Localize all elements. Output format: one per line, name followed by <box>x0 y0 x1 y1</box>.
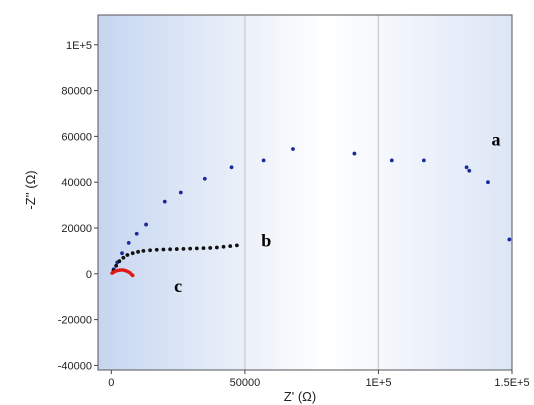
data-point-a <box>421 158 426 163</box>
data-point-b <box>148 248 152 253</box>
x-axis-label: Z' (Ω) <box>284 389 316 404</box>
data-point-b <box>214 245 219 250</box>
data-point-a <box>144 222 148 227</box>
data-point-b <box>168 247 173 252</box>
series-a <box>111 147 512 272</box>
data-point-a <box>229 165 234 170</box>
data-point-a <box>120 251 124 256</box>
y-tick-label: 80000 <box>61 86 92 98</box>
y-tick-label: 60000 <box>61 131 92 143</box>
data-point-b <box>117 259 122 264</box>
data-point-b <box>194 246 199 251</box>
grid-lines <box>244 15 380 370</box>
data-series <box>110 147 512 278</box>
y-tick-label: 0 <box>86 269 92 281</box>
plot-frame <box>97 14 513 371</box>
data-point-a <box>162 199 167 204</box>
data-point-b <box>121 255 126 260</box>
data-point-a <box>507 237 512 242</box>
data-point-a <box>126 240 131 245</box>
x-axis: 0 50000 1E+5 1.5E+5 <box>108 370 530 389</box>
data-point-a <box>389 158 394 163</box>
y-tick-label: 20000 <box>61 223 92 235</box>
data-point-b <box>125 253 130 257</box>
y-tick-label: 40000 <box>61 177 92 189</box>
x-tick-label: 1E+5 <box>365 377 391 389</box>
data-point-b <box>234 243 239 248</box>
data-point-a <box>467 168 472 173</box>
data-point-a <box>134 231 139 236</box>
data-point-a <box>352 151 357 156</box>
data-point-b <box>174 247 179 251</box>
data-point-b <box>161 247 166 252</box>
x-tick-label: 50000 <box>230 377 261 389</box>
series-c <box>110 268 135 278</box>
y-axis: -40000 -20000 0 20000 40000 60000 80000 1E+5 <box>58 40 98 372</box>
y-axis-label: -Z'' (Ω) <box>23 170 38 209</box>
data-point-b <box>181 246 186 251</box>
x-tick-label: 1.5E+5 <box>494 377 529 389</box>
series-labels: a b c <box>174 130 500 297</box>
data-point-b <box>201 246 206 251</box>
data-point-b <box>188 246 193 251</box>
plot-background <box>98 15 512 370</box>
data-point-b <box>221 244 226 249</box>
data-point-b <box>141 249 146 253</box>
series-b <box>111 243 239 273</box>
data-point-b <box>130 251 135 256</box>
data-point-a <box>464 165 469 170</box>
series-label-b: b <box>261 230 271 250</box>
data-point-c <box>130 273 135 278</box>
data-point-a <box>291 147 295 151</box>
data-point-a <box>261 158 266 163</box>
x-tick-label: 0 <box>108 377 114 389</box>
data-point-b <box>114 263 119 268</box>
data-point-a <box>486 180 490 185</box>
data-point-a <box>178 190 183 195</box>
data-point-b <box>154 247 159 252</box>
data-point-b <box>228 244 233 248</box>
y-tick-label: -40000 <box>58 360 92 372</box>
data-point-b <box>208 246 213 250</box>
series-label-c: c <box>174 276 182 296</box>
data-point-a <box>202 176 207 181</box>
data-point-b <box>136 249 140 254</box>
y-tick-label: 1E+5 <box>66 40 92 52</box>
series-label-a: a <box>491 130 500 150</box>
y-tick-label: -20000 <box>58 315 92 327</box>
